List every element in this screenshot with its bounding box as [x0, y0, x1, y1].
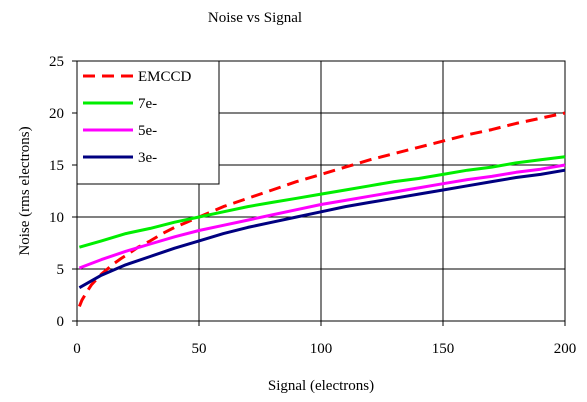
y-tick-label-10: 10	[49, 210, 64, 226]
x-axis-title: Signal (electrons)	[268, 378, 374, 394]
series-line-5e	[78, 163, 566, 270]
x-tick-label-150: 150	[432, 341, 455, 357]
y-tick-label-25: 25	[49, 54, 64, 70]
legend-box	[76, 60, 220, 185]
legend-label-emccd: EMCCD	[138, 69, 192, 85]
series-line-3e	[78, 168, 566, 290]
y-tick-label-15: 15	[49, 158, 64, 174]
x-tick-label-100: 100	[310, 341, 333, 357]
legend: EMCCD 7e- 5e- 3e-	[76, 60, 220, 185]
x-tick-label-0: 0	[73, 341, 81, 357]
series-line-7e	[78, 155, 566, 249]
y-axis-title: Noise (rms electrons)	[17, 126, 33, 255]
legend-label-3e: 3e-	[138, 150, 157, 166]
tick-labels: 0 50 100 150 200 0 5 10 15 20 25	[49, 54, 576, 357]
legend-label-7e: 7e-	[138, 96, 157, 112]
series-lines	[78, 111, 566, 307]
legend-label-5e: 5e-	[138, 123, 157, 139]
y-tick-label-0: 0	[57, 314, 65, 330]
y-tick-label-5: 5	[57, 262, 65, 278]
x-tick-label-200: 200	[554, 341, 577, 357]
x-tick-label-50: 50	[192, 341, 207, 357]
chart-title: Noise vs Signal	[208, 10, 302, 26]
y-tick-label-20: 20	[49, 106, 64, 122]
